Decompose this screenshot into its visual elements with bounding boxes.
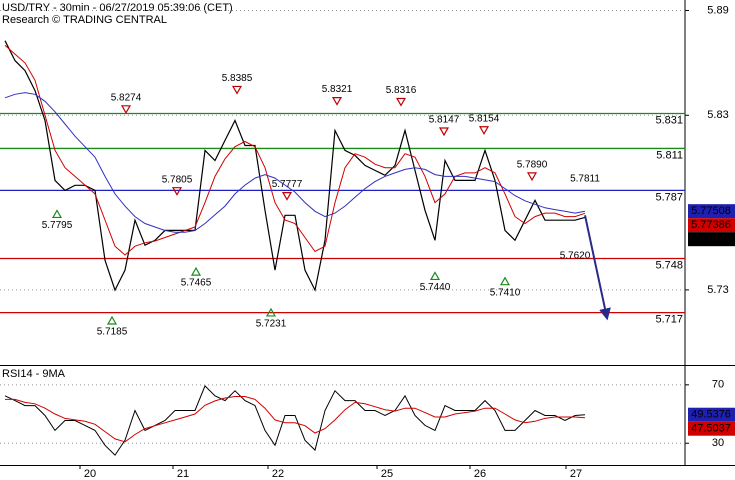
y-tick-label: 30 (712, 437, 724, 449)
x-tick-label: 25 (381, 468, 393, 480)
annotation-label: 5.8154 (469, 113, 500, 124)
chart-subtitle: Research © TRADING CENTRAL (2, 14, 167, 26)
series-line (4, 385, 586, 456)
level-label: 5.787 (655, 191, 683, 203)
high-marker (281, 192, 293, 201)
x-tick-label: 27 (570, 468, 582, 480)
low-marker (499, 276, 511, 286)
level-label: 5.811 (656, 149, 683, 161)
y-tick-label: 5.73 (707, 284, 728, 296)
series-line (4, 45, 586, 256)
annotation-label: 5.8316 (386, 85, 417, 96)
high-marker (120, 105, 132, 115)
high-marker (331, 96, 343, 106)
high-marker (171, 187, 183, 196)
level-label: 5.831 (655, 114, 683, 126)
annotation-label: 5.7795 (42, 220, 73, 231)
high-marker (231, 85, 243, 95)
annotation-label: 5.8147 (429, 115, 460, 126)
forecast-arrow (584, 215, 611, 321)
last-value-box (688, 421, 735, 436)
last-value-label: 5.77508 (691, 205, 731, 217)
level-label: 5.717 (655, 314, 683, 326)
low-marker (190, 266, 202, 276)
last-value-label: 5.77386 (691, 219, 731, 231)
annotation-label: 5.7465 (181, 278, 212, 289)
rsi-title: RSI14 - 9MA (2, 368, 66, 380)
x-tick-label: 20 (84, 468, 96, 480)
annotation-label: 5.7890 (517, 160, 548, 171)
annotation-label: 5.7777 (272, 179, 303, 190)
last-value-box (688, 218, 735, 233)
y-tick-label: 70 (712, 379, 724, 391)
last-value-box (688, 407, 735, 422)
last-value-label: 49.5376 (691, 409, 731, 421)
chart-title: USD/TRY - 30min - 06/27/2019 05:39:06 (C… (2, 2, 233, 14)
high-marker (478, 126, 490, 135)
high-marker (438, 127, 450, 137)
series-line (4, 92, 586, 233)
level-label: 5.748 (655, 259, 683, 271)
high-marker (526, 172, 538, 182)
low-marker (265, 307, 277, 317)
x-tick-label: 26 (474, 468, 486, 480)
annotation-label: 5.7440 (420, 282, 451, 293)
annotation-label: 5.7231 (256, 319, 287, 330)
annotation-label: 5.7410 (490, 287, 521, 298)
last-value-label: 47.5037 (691, 423, 731, 435)
annotation-label: 5.8274 (111, 92, 142, 103)
x-tick-label: 22 (272, 468, 284, 480)
y-tick-label: 5.89 (707, 4, 728, 16)
annotation-label: 5.7805 (162, 174, 193, 185)
annotation-label: 5.7185 (97, 327, 128, 338)
x-tick-label: 21 (177, 468, 189, 480)
series-line (5, 396, 586, 443)
last-value-box (688, 232, 735, 247)
annotation-label: 5.7811 (570, 173, 600, 184)
y-tick-label: 5.83 (707, 109, 728, 121)
annotation-label: 5.7620 (560, 251, 591, 262)
low-marker (106, 315, 118, 325)
annotation-label: 5.8385 (222, 73, 253, 84)
low-marker (429, 271, 441, 281)
last-value-label: 5.7715 (694, 233, 728, 245)
high-marker (395, 97, 407, 107)
last-value-box (688, 204, 735, 219)
annotation-label: 5.8321 (322, 84, 353, 95)
low-marker (51, 209, 63, 219)
series-line (4, 40, 586, 292)
